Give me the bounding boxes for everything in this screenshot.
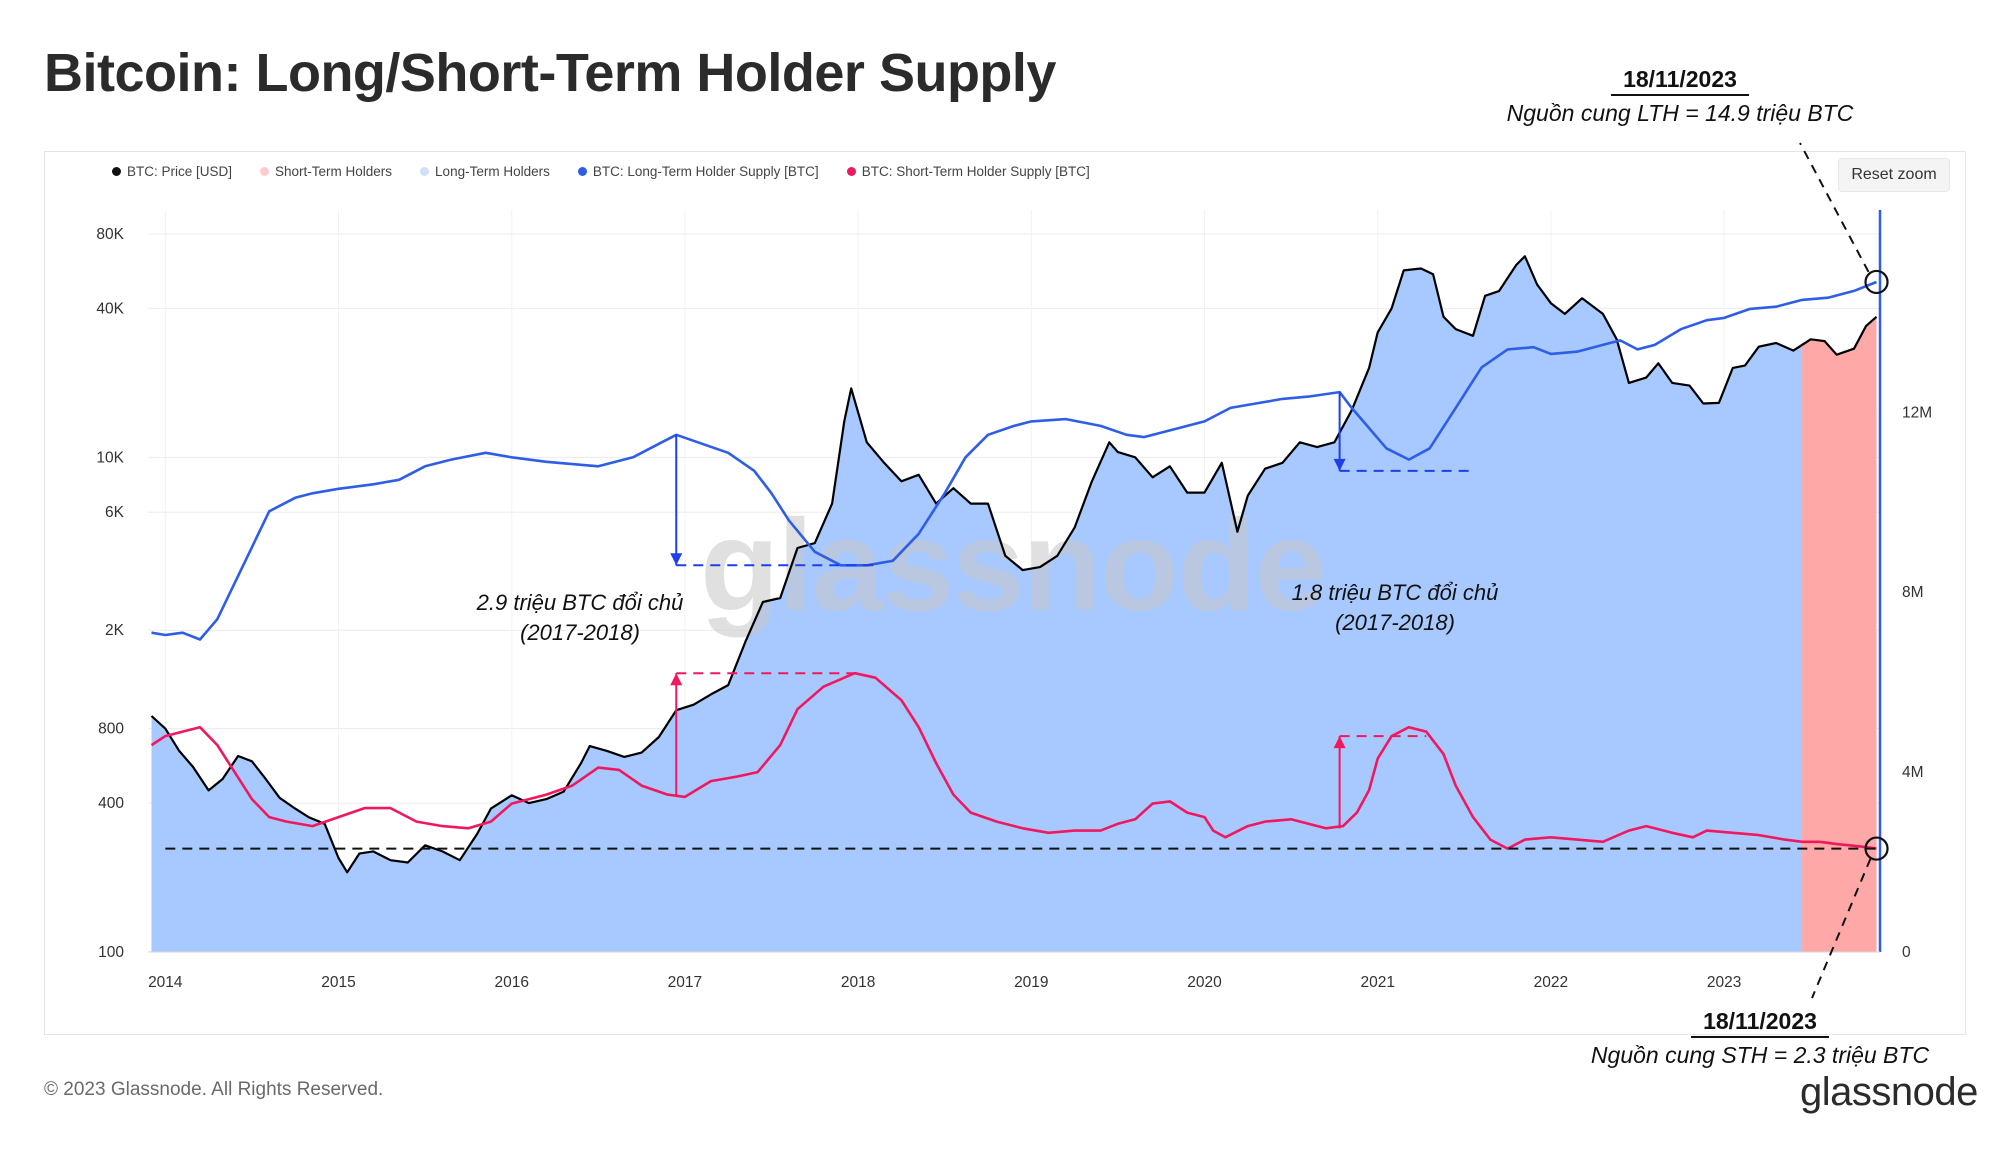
brand-logo: glassnode xyxy=(1800,1070,1978,1114)
legend-dot-icon xyxy=(112,166,121,176)
marker-circle-sth xyxy=(1864,836,1889,861)
lth-2017-arrow-head xyxy=(670,553,683,566)
x-tick-label: 2020 xyxy=(1187,974,1222,991)
lth-annotation: 18/11/2023 Nguồn cung LTH = 14.9 triệu B… xyxy=(1490,66,1870,127)
y-left-tick-label: 40K xyxy=(96,300,124,317)
legend-item-3[interactable]: BTC: Long-Term Holder Supply [BTC] xyxy=(577,163,819,179)
legend-dot-icon xyxy=(846,166,856,176)
marker-circle-lth xyxy=(1864,269,1889,295)
y-right-tick-label: 12M xyxy=(1902,404,1932,421)
lth-supply-line xyxy=(151,280,1877,641)
legend-dot-icon xyxy=(577,166,587,176)
x-tick-label: 2016 xyxy=(494,974,528,991)
legend-label: BTC: Price [USD] xyxy=(127,163,233,179)
x-tick-label: 2022 xyxy=(1534,974,1568,991)
legend-label: Long-Term Holders xyxy=(435,163,550,179)
legend-dot-icon xyxy=(420,166,430,176)
lth-area xyxy=(151,256,1803,952)
sth-2017-arrow-head xyxy=(670,673,683,686)
legend-label: BTC: Short-Term Holder Supply [BTC] xyxy=(861,163,1090,179)
lth-annotation-text: Nguồn cung LTH = 14.9 triệu BTC xyxy=(1506,100,1854,126)
y-left-tick-label: 6K xyxy=(105,504,125,521)
sth-annotation: 18/11/2023 Nguồn cung STH = 2.3 triệu BT… xyxy=(1560,1008,1960,1069)
legend-label: BTC: Long-Term Holder Supply [BTC] xyxy=(592,163,819,179)
y-left-tick-label: 400 xyxy=(98,795,124,812)
y-right-tick-label: 4M xyxy=(1902,764,1924,781)
y-left-tick-label: 80K xyxy=(96,226,124,243)
sth-annotation-date: 18/11/2023 xyxy=(1691,1008,1829,1038)
x-tick-label: 2015 xyxy=(321,974,355,991)
chart-title: Bitcoin: Long/Short-Term Holder Supply xyxy=(44,43,1056,103)
chart-legend: BTC: Price [USD] Short-Term Holders Long-T… xyxy=(112,160,1090,182)
legend-item-0[interactable]: BTC: Price [USD] xyxy=(112,164,232,179)
change-label-2021-line1: 1.8 triệu BTC đổi chủ xyxy=(1292,580,1499,605)
y-left-tick-label: 800 xyxy=(98,721,124,738)
copyright-text: © 2023 Glassnode. All Rights Reserved. xyxy=(44,1079,384,1100)
legend-item-4[interactable]: BTC: Short-Term Holder Supply [BTC] xyxy=(846,163,1090,179)
watermark-text: glassnode xyxy=(700,492,1325,638)
x-tick-label: 2019 xyxy=(1014,974,1048,991)
y-right-tick-label: 8M xyxy=(1902,584,1924,601)
y-right-tick-label: 0 xyxy=(1902,944,1911,961)
reset-zoom-button[interactable]: Reset zoom xyxy=(1838,158,1950,192)
x-tick-label: 2021 xyxy=(1360,974,1394,991)
sth-annotation-text: Nguồn cung STH = 2.3 triệu BTC xyxy=(1590,1042,1930,1068)
x-tick-label: 2023 xyxy=(1707,974,1741,991)
sth-2021-arrow-head xyxy=(1333,736,1346,749)
legend-item-2[interactable]: Long-Term Holders xyxy=(420,164,550,179)
lth-leader-line xyxy=(1799,142,1870,273)
sth-area xyxy=(1802,316,1877,952)
legend-item-1[interactable]: Short-Term Holders xyxy=(260,164,392,179)
y-left-tick-label: 2K xyxy=(105,622,125,639)
x-tick-label: 2018 xyxy=(841,974,875,991)
change-label-2017-line1: 2.9 triệu BTC đổi chủ xyxy=(476,590,684,615)
price-line xyxy=(150,255,1878,874)
legend-label: Short-Term Holders xyxy=(275,163,393,179)
y-left-tick-label: 100 xyxy=(98,944,124,961)
lth-annotation-date: 18/11/2023 xyxy=(1611,66,1749,96)
lth-2021-arrow-head xyxy=(1333,458,1346,471)
change-label-2021-line2: (2017-2018) xyxy=(1335,610,1455,635)
y-left-tick-label: 10K xyxy=(96,449,124,466)
x-tick-label: 2017 xyxy=(668,974,702,991)
change-label-2017-line2: (2017-2018) xyxy=(520,620,640,645)
x-tick-label: 2014 xyxy=(148,974,183,991)
chart-frame xyxy=(44,151,1966,1035)
legend-dot-icon xyxy=(260,166,270,176)
sth-supply-line xyxy=(150,671,1877,850)
